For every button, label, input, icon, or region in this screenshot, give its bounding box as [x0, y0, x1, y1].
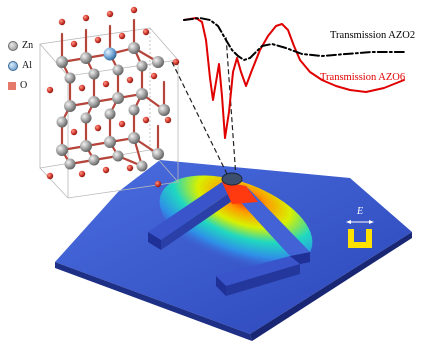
- azo6-curve: [183, 17, 405, 139]
- zn-atoms: [56, 42, 170, 172]
- legend-label-al: Al: [22, 60, 32, 71]
- zn-icon: [8, 40, 18, 51]
- label-azo2: Transmission AZO2: [330, 30, 416, 41]
- substrate-edge: [55, 262, 252, 341]
- field-arrow-head-left: [346, 220, 351, 224]
- azo2-curve: [183, 17, 405, 61]
- metasurface: [55, 160, 412, 341]
- substrate-edge-right: [250, 232, 412, 341]
- al-icon: [8, 60, 18, 71]
- resonator-bottom-bar-side: [226, 264, 300, 296]
- resonator-top-bar-front: [161, 189, 235, 250]
- field-label: E: [357, 206, 364, 217]
- probe-spot: [221, 172, 243, 186]
- o-atoms: [46, 6, 180, 188]
- connector-lines: [171, 35, 237, 179]
- legend-label-zn: Zn: [22, 40, 34, 51]
- transmission-curves: [183, 17, 405, 139]
- connector-to-crystal: [171, 61, 229, 177]
- resonator-bottom-bar: [216, 256, 300, 286]
- split-ring-resonator: [148, 182, 310, 296]
- polarization-icon: [346, 220, 374, 248]
- resonator-top-bar-side: [148, 232, 161, 250]
- connector-to-curves: [225, 35, 237, 179]
- bar-hotspot: [222, 182, 258, 204]
- legend-al: Al: [8, 60, 32, 71]
- resonator-bottom-bar-front: [216, 276, 226, 296]
- u-shape-icon: [348, 229, 372, 248]
- field-arrow-head-right: [369, 220, 374, 224]
- legend-zn: Zn: [8, 40, 33, 51]
- al-atom: [103, 47, 117, 61]
- resonator-top-bar: [148, 182, 235, 240]
- legend-o: O: [8, 80, 27, 91]
- crystal-structure: [39, 6, 180, 199]
- label-azo6: Transmission AZO6: [320, 72, 406, 83]
- o-icon: [8, 81, 16, 90]
- legend-label-o: O: [20, 80, 28, 91]
